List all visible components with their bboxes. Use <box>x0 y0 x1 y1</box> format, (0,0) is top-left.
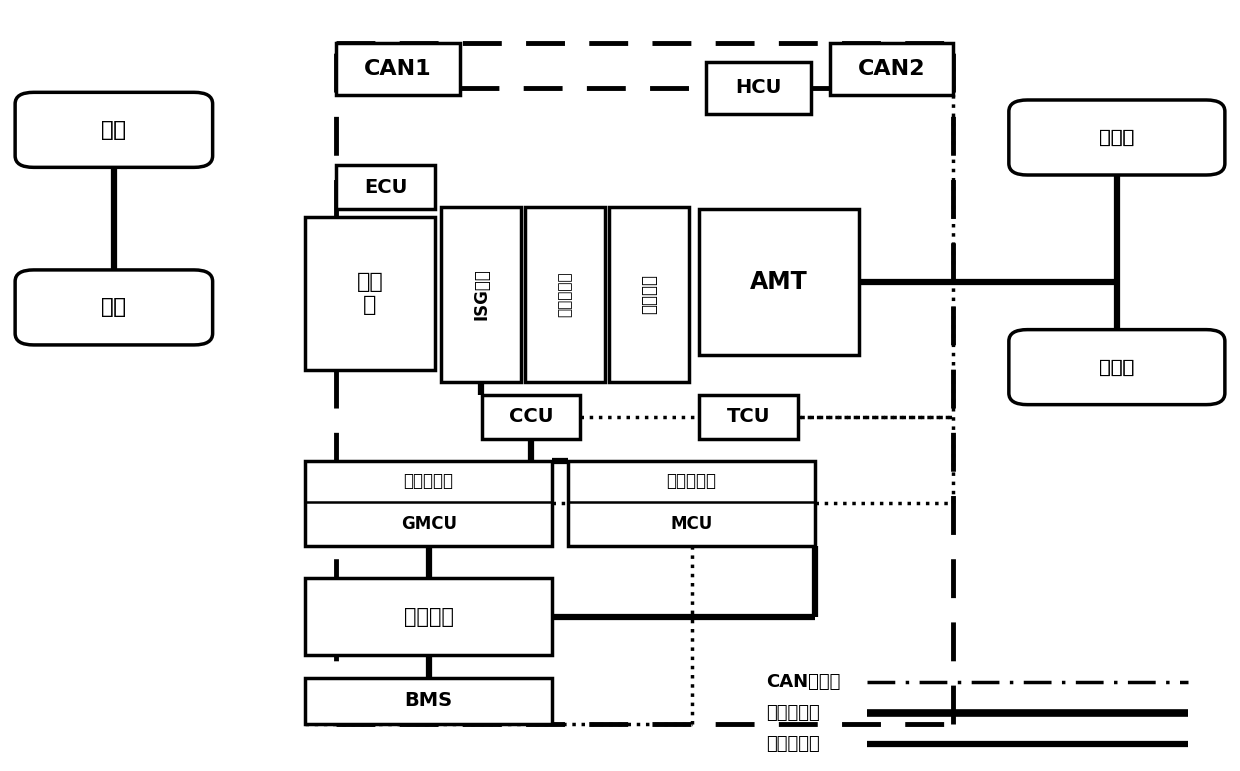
FancyBboxPatch shape <box>33 281 195 333</box>
FancyBboxPatch shape <box>609 207 689 382</box>
FancyBboxPatch shape <box>305 217 435 370</box>
FancyBboxPatch shape <box>1028 341 1207 393</box>
Text: 电磁耦合器: 电磁耦合器 <box>558 271 573 317</box>
Text: CCU: CCU <box>508 407 553 426</box>
FancyBboxPatch shape <box>568 460 815 546</box>
Text: CAN1: CAN1 <box>365 59 432 79</box>
FancyBboxPatch shape <box>15 93 212 167</box>
Text: 中后轮: 中后轮 <box>1099 358 1135 376</box>
Text: ECU: ECU <box>363 178 407 197</box>
Text: ISG电机: ISG电机 <box>472 268 490 320</box>
Text: 前轮: 前轮 <box>102 120 126 140</box>
FancyBboxPatch shape <box>699 395 797 439</box>
Text: 电机控制器: 电机控制器 <box>404 472 454 490</box>
Text: AMT: AMT <box>750 270 808 295</box>
FancyBboxPatch shape <box>1009 330 1225 405</box>
FancyBboxPatch shape <box>305 678 552 724</box>
Text: 高压电缆：: 高压电缆： <box>765 704 820 722</box>
FancyBboxPatch shape <box>336 42 460 95</box>
Text: CAN2: CAN2 <box>858 59 925 79</box>
FancyBboxPatch shape <box>336 165 435 210</box>
FancyBboxPatch shape <box>830 42 954 95</box>
Text: GMCU: GMCU <box>401 515 456 533</box>
FancyBboxPatch shape <box>707 62 811 114</box>
Text: CAN通讯：: CAN通讯： <box>765 674 839 692</box>
Text: MCU: MCU <box>671 515 713 533</box>
FancyBboxPatch shape <box>482 395 580 439</box>
Text: 机械连接：: 机械连接： <box>765 735 820 752</box>
FancyBboxPatch shape <box>1009 100 1225 175</box>
Text: 前轮: 前轮 <box>102 298 126 318</box>
FancyBboxPatch shape <box>305 460 552 546</box>
FancyBboxPatch shape <box>699 210 859 355</box>
FancyBboxPatch shape <box>15 270 212 345</box>
Text: 内燃
机: 内燃 机 <box>357 272 383 315</box>
Text: 中后轮: 中后轮 <box>1099 358 1135 376</box>
Text: 动力电池: 动力电池 <box>404 607 454 627</box>
Text: 主驱电机: 主驱电机 <box>640 274 658 315</box>
FancyBboxPatch shape <box>1028 112 1207 163</box>
FancyBboxPatch shape <box>305 578 552 655</box>
FancyBboxPatch shape <box>441 207 521 382</box>
Text: 电机控制器: 电机控制器 <box>667 472 717 490</box>
FancyBboxPatch shape <box>525 207 605 382</box>
Text: TCU: TCU <box>727 407 770 426</box>
FancyBboxPatch shape <box>33 104 195 156</box>
Text: HCU: HCU <box>735 78 782 97</box>
Text: 前轮: 前轮 <box>102 298 126 318</box>
Text: BMS: BMS <box>404 692 453 710</box>
Text: 中后轮: 中后轮 <box>1099 128 1135 147</box>
Text: 中后轮: 中后轮 <box>1099 128 1135 147</box>
Text: 前轮: 前轮 <box>102 120 126 140</box>
